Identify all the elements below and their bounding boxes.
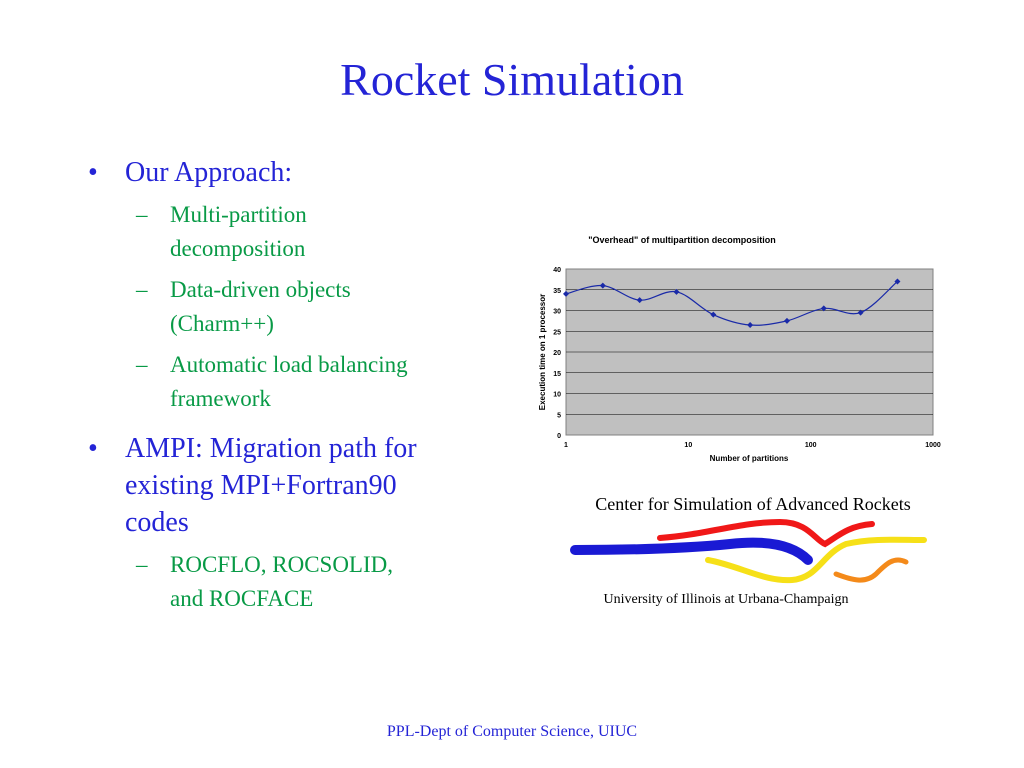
data-point (820, 305, 827, 312)
sub-bullet-dash: – (136, 352, 148, 377)
y-tick-label: 30 (553, 309, 561, 316)
sub-bullet-item: – ROCFLO, ROCSOLID, and ROCFACE (88, 548, 508, 616)
data-point (599, 282, 606, 289)
bullet-list: • Our Approach: – Multi-partition decomp… (88, 154, 508, 616)
sub-bullet-item: – Multi-partition decomposition (88, 198, 508, 266)
x-tick-label: 1 (564, 442, 568, 449)
bullet-item: • Our Approach: (88, 154, 508, 191)
sub-bullet-dash: – (136, 202, 148, 227)
data-point (710, 311, 717, 318)
bullet-dot: • (88, 433, 98, 464)
overhead-chart: "Overhead" of multipartition decompositi… (538, 235, 941, 463)
x-tick-label: 10 (684, 442, 692, 449)
series-line (565, 280, 898, 326)
y-tick-label: 20 (553, 350, 561, 357)
sub-bullet-text: framework (170, 386, 271, 411)
x-tick-label: 1000 (925, 442, 941, 449)
x-axis-label: Number of partitions (710, 454, 789, 463)
y-tick-label: 10 (553, 392, 561, 399)
sub-bullet-text: decomposition (170, 236, 306, 261)
series-points (563, 278, 901, 329)
sub-bullet-text: Data-driven objects (170, 277, 351, 302)
logo-yellow-swoosh (705, 536, 927, 584)
logo-orange-swoosh (833, 557, 909, 583)
data-point (747, 322, 754, 329)
data-point (673, 288, 680, 295)
bullet-item: • AMPI: Migration path for existing MPI+… (88, 430, 508, 541)
data-point (563, 290, 569, 297)
logo-top-text: Center for Simulation of Advanced Rocket… (595, 494, 910, 514)
y-tick-labels: 0 5 10 15 20 25 30 35 40 (553, 267, 561, 440)
data-point (636, 297, 643, 304)
sub-bullet-text: (Charm++) (170, 311, 274, 336)
sub-bullet-text: Multi-partition (170, 202, 307, 227)
y-tick-label: 15 (553, 371, 561, 378)
sub-bullet-text: and ROCFACE (170, 586, 314, 611)
y-tick-label: 35 (553, 288, 561, 295)
logo-bottom-text: University of Illinois at Urbana-Champai… (604, 592, 849, 607)
sub-bullet-item: – Automatic load balancing framework (88, 348, 508, 416)
sub-bullet-text: Automatic load balancing (170, 352, 408, 377)
bullet-text: existing MPI+Fortran90 (125, 470, 397, 501)
logo-red-swoosh (657, 518, 875, 548)
y-tick-label: 25 (553, 329, 561, 336)
bullet-text: AMPI: Migration path for (125, 433, 417, 464)
grid-lines (566, 289, 933, 415)
slide-title: Rocket Simulation (340, 54, 684, 105)
bullet-text: codes (125, 507, 189, 538)
x-tick-label: 100 (805, 442, 817, 449)
bullet-dot: • (88, 157, 98, 188)
bullet-text: Our Approach: (125, 157, 293, 188)
data-point (783, 317, 790, 324)
y-tick-label: 5 (557, 412, 561, 419)
chart-title: "Overhead" of multipartition decompositi… (588, 235, 776, 245)
sub-bullet-text: ROCFLO, ROCSOLID, (170, 552, 394, 577)
data-point (857, 309, 864, 316)
slide-footer: PPL-Dept of Computer Science, UIUC (386, 723, 638, 740)
logo-blue-swoosh (570, 537, 813, 565)
csar-logo: Center for Simulation of Advanced Rocket… (570, 494, 927, 607)
y-tick-label: 0 (557, 433, 561, 440)
sub-bullet-item: – Data-driven objects (Charm++) (88, 273, 508, 341)
sub-bullet-dash: – (136, 552, 148, 577)
data-point (894, 278, 901, 285)
y-tick-label: 40 (553, 267, 561, 274)
y-axis-label: Execution time on 1 processor (538, 294, 547, 410)
x-tick-labels: 1 10 100 1000 (564, 442, 941, 449)
sub-bullet-dash: – (136, 277, 148, 302)
